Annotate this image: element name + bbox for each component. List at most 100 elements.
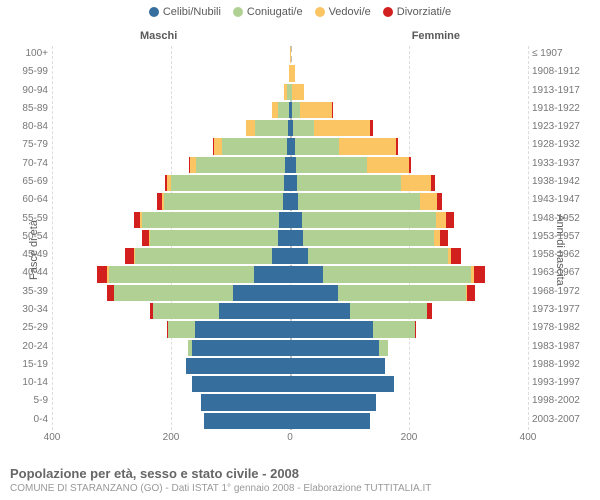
- bar-right: [290, 321, 528, 337]
- age-label: 70-74: [22, 156, 52, 172]
- bar-segment: [168, 321, 195, 337]
- plot-area: 100+≤ 190795-991908-191290-941913-191785…: [52, 46, 528, 430]
- bar-segment: [222, 138, 287, 154]
- birth-year-label: 1968-1972: [528, 284, 580, 300]
- bar-right: [290, 340, 528, 356]
- birth-year-label: 1988-1992: [528, 357, 580, 373]
- bar-left: [52, 175, 290, 191]
- bar-segment: [192, 376, 290, 392]
- birth-year-label: 1913-1917: [528, 83, 580, 99]
- bar-right: [290, 84, 528, 100]
- x-tick-label: 0: [287, 432, 293, 443]
- pyramid-row: 85-891918-1922: [52, 101, 528, 119]
- bar-right: [290, 138, 528, 154]
- age-label: 25-29: [22, 320, 52, 336]
- age-label: 75-79: [22, 137, 52, 153]
- birth-year-label: 1983-1987: [528, 339, 580, 355]
- bar-segment: [401, 175, 431, 191]
- bar-segment: [233, 285, 290, 301]
- legend-item: Coniugati/e: [233, 6, 303, 18]
- bar-right: [290, 157, 528, 173]
- pyramid-row: 100+≤ 1907: [52, 46, 528, 64]
- bar-segment: [298, 193, 420, 209]
- bar-left: [52, 340, 290, 356]
- bar-left: [52, 321, 290, 337]
- bar-segment: [420, 193, 437, 209]
- bar-left: [52, 376, 290, 392]
- bar-right: [290, 102, 528, 118]
- bar-left: [52, 65, 290, 81]
- bar-right: [290, 376, 528, 392]
- bar-segment: [195, 321, 290, 337]
- birth-year-label: 1943-1947: [528, 192, 580, 208]
- bar-segment: [290, 321, 373, 337]
- pyramid-row: 15-191988-1992: [52, 357, 528, 375]
- birth-year-label: 1978-1982: [528, 320, 580, 336]
- bar-segment: [290, 358, 385, 374]
- bar-segment: [339, 138, 396, 154]
- pyramid-row: 50-541953-1957: [52, 229, 528, 247]
- birth-year-label: 1918-1922: [528, 101, 580, 117]
- bar-right: [290, 65, 528, 81]
- bar-segment: [415, 321, 416, 337]
- bar-right: [290, 212, 528, 228]
- birth-year-label: 1928-1932: [528, 137, 580, 153]
- bar-segment: [290, 193, 298, 209]
- bar-left: [52, 84, 290, 100]
- age-label: 80-84: [22, 119, 52, 135]
- x-tick-label: 200: [163, 432, 180, 443]
- bar-segment: [293, 120, 314, 136]
- bar-segment: [290, 303, 350, 319]
- pyramid-row: 60-641943-1947: [52, 192, 528, 210]
- age-label: 40-44: [22, 265, 52, 281]
- bar-left: [52, 285, 290, 301]
- birth-year-label: 1993-1997: [528, 375, 580, 391]
- age-label: 45-49: [22, 247, 52, 263]
- age-label: 60-64: [22, 192, 52, 208]
- legend-item: Vedovi/e: [315, 6, 371, 18]
- bar-segment: [297, 175, 401, 191]
- bar-segment: [279, 212, 290, 228]
- bar-segment: [214, 138, 221, 154]
- birth-year-label: ≤ 1907: [528, 46, 563, 62]
- legend-swatch: [233, 7, 243, 17]
- bar-left: [52, 212, 290, 228]
- subhead-males: Maschi: [140, 30, 177, 42]
- subhead-females: Femmine: [412, 30, 460, 42]
- x-axis-labels: 4002000200400: [52, 432, 528, 446]
- bar-left: [52, 413, 290, 429]
- footer: Popolazione per età, sesso e stato civil…: [10, 466, 590, 494]
- bar-segment: [142, 230, 149, 246]
- age-label: 100+: [25, 46, 52, 62]
- bar-left: [52, 230, 290, 246]
- legend-swatch: [315, 7, 325, 17]
- bar-segment: [290, 376, 394, 392]
- legend-label: Vedovi/e: [329, 6, 371, 18]
- chart-title: Popolazione per età, sesso e stato civil…: [10, 466, 590, 481]
- bar-segment: [314, 120, 371, 136]
- bar-right: [290, 394, 528, 410]
- bar-right: [290, 230, 528, 246]
- legend-label: Celibi/Nubili: [163, 6, 221, 18]
- bar-segment: [379, 340, 387, 356]
- age-label: 65-69: [22, 174, 52, 190]
- bar-segment: [290, 212, 302, 228]
- bar-segment: [290, 413, 370, 429]
- legend-swatch: [149, 7, 159, 17]
- age-label: 50-54: [22, 229, 52, 245]
- bar-segment: [107, 285, 114, 301]
- birth-year-label: 1923-1927: [528, 119, 580, 135]
- bar-left: [52, 157, 290, 173]
- pyramid-row: 35-391968-1972: [52, 284, 528, 302]
- bar-segment: [431, 175, 435, 191]
- bar-segment: [437, 193, 442, 209]
- bar-segment: [290, 285, 338, 301]
- bar-segment: [135, 248, 272, 264]
- bar-segment: [109, 266, 255, 282]
- legend-label: Divorziati/e: [397, 6, 451, 18]
- bar-segment: [272, 248, 290, 264]
- bar-segment: [338, 285, 466, 301]
- bar-segment: [171, 175, 284, 191]
- pyramid-row: 25-291978-1982: [52, 320, 528, 338]
- bar-segment: [302, 212, 436, 228]
